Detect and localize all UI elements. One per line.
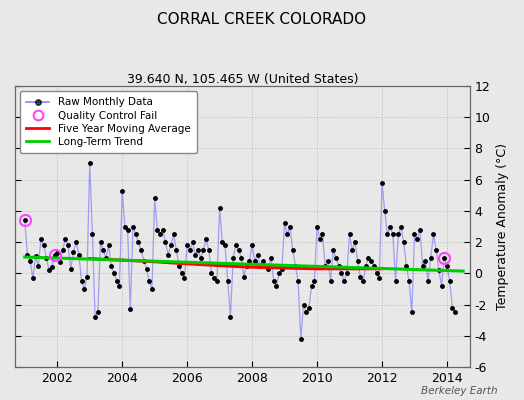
Legend: Raw Monthly Data, Quality Control Fail, Five Year Moving Average, Long-Term Tren: Raw Monthly Data, Quality Control Fail, … [20,91,197,153]
Text: CORRAL CREEK COLORADO: CORRAL CREEK COLORADO [157,12,367,27]
Text: Berkeley Earth: Berkeley Earth [421,386,498,396]
Title: 39.640 N, 105.465 W (United States): 39.640 N, 105.465 W (United States) [127,73,358,86]
Y-axis label: Temperature Anomaly (°C): Temperature Anomaly (°C) [496,143,509,310]
